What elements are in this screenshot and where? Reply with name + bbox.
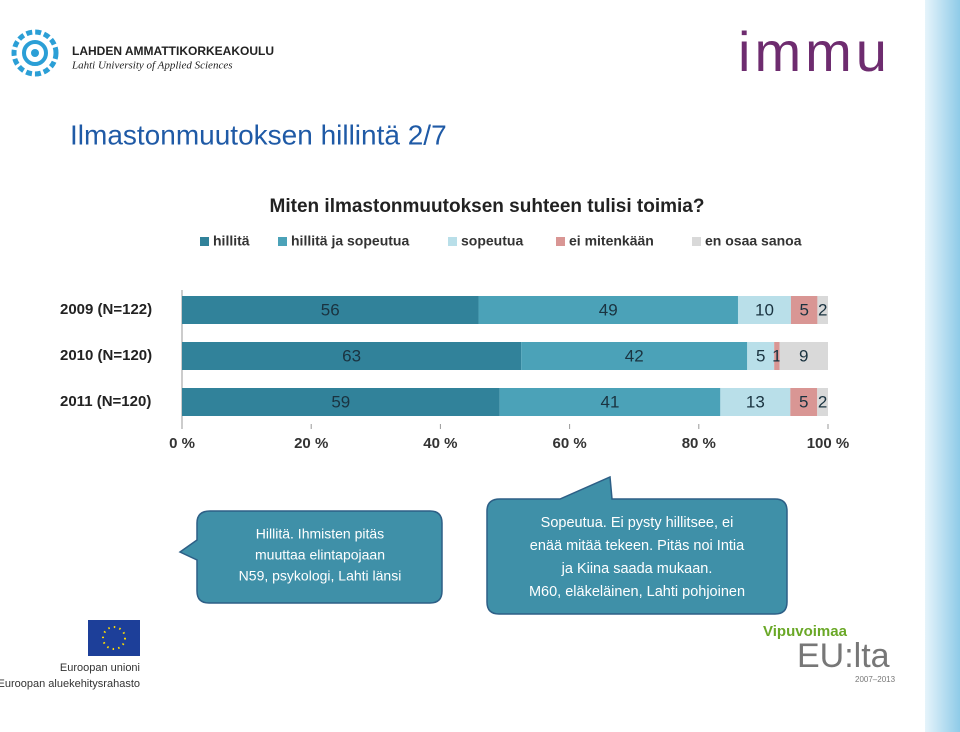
legend-swatch <box>556 237 565 246</box>
bar-segment <box>182 342 522 370</box>
value-label: 41 <box>601 392 620 411</box>
org-name: LAHDEN AMMATTIKORKEAKOULU <box>72 44 274 58</box>
eu-stars <box>102 626 126 650</box>
value-label: 42 <box>625 346 644 365</box>
legend-label: hillitä <box>213 233 250 249</box>
x-tick-label: 80 % <box>682 435 716 452</box>
eu-flag <box>88 620 140 656</box>
bar-segment <box>790 296 818 324</box>
legend-swatch <box>448 237 457 246</box>
bar-segment <box>737 296 791 324</box>
logo <box>11 29 59 77</box>
row-label: 2009 (N=122) <box>60 301 152 318</box>
value-label: 1 <box>772 346 781 365</box>
value-label: 63 <box>342 346 361 365</box>
x-tick-label: 40 % <box>423 435 457 452</box>
value-label: 2 <box>818 392 827 411</box>
x-tick-label: 20 % <box>294 435 328 452</box>
value-label: 2 <box>818 300 827 319</box>
chart-title: Miten ilmastonmuutoksen suhteen tulisi t… <box>270 196 705 217</box>
eu-line: Euroopan aluekehitysrahasto <box>0 678 140 690</box>
callout-text: muuttaa elintapojaan <box>255 547 385 563</box>
legend-label: sopeutua <box>461 233 523 249</box>
brand: immu <box>738 20 891 83</box>
bar-segment <box>790 388 818 416</box>
legend-label: ei mitenkään <box>569 233 654 249</box>
bar-segment <box>779 342 828 370</box>
bar-segment <box>817 296 828 324</box>
side-strip <box>925 0 960 732</box>
bar-segment <box>720 388 791 416</box>
value-label: 5 <box>799 392 808 411</box>
bar-segment <box>182 296 479 324</box>
slide-title: Ilmastonmuutoksen hillintä 2/7 <box>70 119 447 150</box>
eu-line: Euroopan unioni <box>60 662 140 674</box>
value-label: 13 <box>746 392 765 411</box>
callout-right <box>486 475 788 615</box>
callout-text: M60, eläkeläinen, Lahti pohjoinen <box>529 584 745 600</box>
bar-segment <box>478 296 738 324</box>
legend-label: en osaa sanoa <box>705 233 802 249</box>
x-tick-label: 0 % <box>169 435 195 452</box>
bar-segment <box>182 388 500 416</box>
callout-text: enää mitää tekeen. Pitäs noi Intia <box>530 538 745 554</box>
value-label: 49 <box>599 300 618 319</box>
bar-segment <box>521 342 748 370</box>
callout-text: Hillitä. Ihmisten pitäs <box>256 526 384 542</box>
bar-segment <box>747 342 775 370</box>
row-label: 2011 (N=120) <box>60 393 151 410</box>
callout-text: N59, psykologi, Lahti länsi <box>239 568 402 584</box>
value-label: 59 <box>331 392 350 411</box>
value-label: 56 <box>321 300 340 319</box>
x-tick-label: 100 % <box>807 435 850 452</box>
bar-segment <box>817 388 828 416</box>
legend-label: hillitä ja sopeutua <box>291 233 409 249</box>
legend-swatch <box>278 237 287 246</box>
legend-swatch <box>200 237 209 246</box>
callout-left <box>178 510 443 604</box>
bar-segment <box>774 342 780 370</box>
x-tick-label: 60 % <box>552 435 586 452</box>
vipu: Vipuvoimaa <box>763 623 848 640</box>
org-subtitle: Lahti University of Applied Sciences <box>71 60 233 72</box>
years: 2007–2013 <box>855 675 896 684</box>
legend-swatch <box>692 237 701 246</box>
eulta: EU:lta <box>797 637 890 675</box>
value-label: 5 <box>756 346 765 365</box>
value-label: 5 <box>799 300 808 319</box>
value-label: 9 <box>799 346 808 365</box>
callout-text: Sopeutua. Ei pysty hillitsee, ei <box>541 515 734 531</box>
bar-segment <box>499 388 721 416</box>
value-label: 10 <box>755 300 774 319</box>
callout-text: ja Kiina saada mukaan. <box>561 561 713 577</box>
row-label: 2010 (N=120) <box>60 347 152 364</box>
